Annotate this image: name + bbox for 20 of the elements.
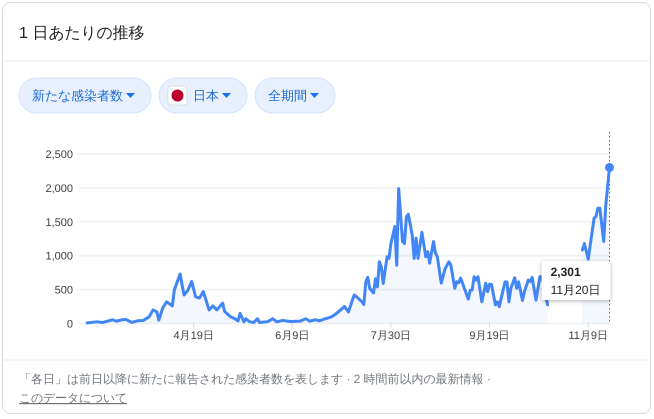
x-tick-label: 4月19日 (173, 330, 214, 342)
x-tick-label: 7月30日 (370, 330, 412, 342)
y-tick-label: 2,000 (45, 182, 73, 195)
tooltip: 2,301 11月20日 (542, 261, 610, 300)
dropdown-button: 日本 (158, 78, 248, 114)
chart-title: 1 日あたりの推移 (19, 25, 144, 42)
x-tick-label: 11月9日 (568, 330, 608, 342)
dropdown-button: 新たな感染者数 (18, 78, 152, 114)
y-tick-label: 1,000 (45, 250, 73, 263)
text: 「各日」は前日以降に新たに報告された感染者数を表します · 2 時間前以内の最新情報 · (19, 372, 492, 386)
annotation: 11月20日 (550, 283, 600, 297)
y-tick-label: 0 (66, 318, 73, 330)
dropdown-button: 全期間 (254, 78, 336, 114)
y-tick-label: 2,500 (45, 149, 73, 161)
y-tick-label: 500 (54, 284, 73, 297)
x-tick-label: 6月9日 (275, 330, 310, 342)
x-tick-label: 9月19日 (469, 330, 510, 342)
annotation: 2,301 (550, 265, 581, 279)
text: このデータについて (19, 391, 127, 405)
y-tick-label: 1,500 (45, 216, 73, 229)
